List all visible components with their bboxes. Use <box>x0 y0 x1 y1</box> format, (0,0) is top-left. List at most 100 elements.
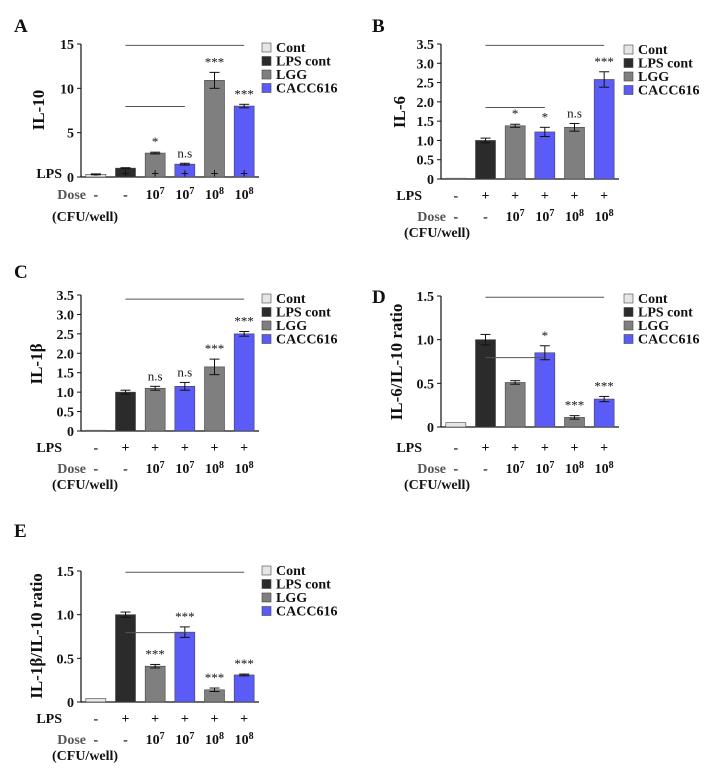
dose-value: 107 <box>146 460 165 477</box>
y-tick-label: 2.5 <box>57 328 75 343</box>
dose-value: - <box>93 733 98 748</box>
legend-label: LPS cont <box>276 306 331 321</box>
lps-value: + <box>151 441 159 456</box>
dose-value: - <box>453 210 458 225</box>
legend-label: CACC616 <box>276 333 337 348</box>
significance-label: n.s <box>177 145 192 160</box>
lps-row-label: LPS <box>396 441 422 456</box>
significance-label: *** <box>205 54 225 69</box>
panel-letter: E <box>14 521 27 542</box>
bar <box>445 177 467 180</box>
significance-label: *** <box>145 646 165 661</box>
y-axis-label: IL-1β <box>27 343 46 384</box>
y-tick-label: 0.5 <box>57 652 75 667</box>
legend-label: Cont <box>276 41 306 56</box>
lps-value: + <box>240 167 248 182</box>
dose-value: 107 <box>175 186 194 203</box>
lps-value: + <box>122 441 130 456</box>
dose-value: 107 <box>175 460 194 477</box>
lps-row-label: LPS <box>36 441 62 456</box>
significance-label: *** <box>234 86 254 101</box>
y-tick-label: 1.5 <box>417 290 435 305</box>
y-tick-label: 0 <box>67 171 74 186</box>
dose-value: 107 <box>146 731 165 748</box>
bar <box>174 631 196 703</box>
bar <box>204 80 225 178</box>
y-tick-label: 2.5 <box>417 77 435 92</box>
dose-value: 107 <box>506 208 525 225</box>
legend-label: CACC616 <box>276 82 337 97</box>
panel-B: BIL-600.51.01.52.02.53.03.5* * n.s***ContL… <box>372 16 699 241</box>
legend-label: Cont <box>276 292 306 307</box>
bar <box>233 333 255 432</box>
dose-value: 108 <box>205 731 224 748</box>
y-tick-label: 0.5 <box>417 154 435 169</box>
unit-label: (CFU/well) <box>52 210 118 225</box>
significance-label: n.s <box>567 105 582 120</box>
y-tick-label: 0.5 <box>417 377 435 392</box>
legend-label: CACC616 <box>638 333 699 348</box>
lps-value: + <box>211 441 219 456</box>
dose-row-label: Dose <box>417 462 446 477</box>
y-tick-label: 1.0 <box>57 609 75 624</box>
lps-value: + <box>482 441 490 456</box>
lps-value: + <box>181 712 189 727</box>
dose-value: - <box>123 188 128 203</box>
lps-value: + <box>511 441 519 456</box>
dose-value: - <box>483 210 488 225</box>
legend-label: LGG <box>276 68 307 83</box>
lps-value: + <box>511 189 519 204</box>
legend-label: LPS cont <box>276 55 331 70</box>
legend-label: LGG <box>638 70 669 85</box>
significance-label: * <box>542 328 549 343</box>
bar <box>445 422 467 428</box>
legend-swatch <box>261 69 272 80</box>
significance-label: * <box>542 109 549 124</box>
lps-row-label: LPS <box>396 189 422 204</box>
bar <box>144 665 166 703</box>
lps-value: + <box>541 189 549 204</box>
significance-label: n.s <box>177 364 192 379</box>
significance-label: *** <box>234 314 254 329</box>
y-axis-label: IL-10 <box>29 90 48 131</box>
lps-value: + <box>181 441 189 456</box>
y-tick-label: 1.0 <box>57 386 75 401</box>
bar <box>534 131 556 180</box>
y-tick-label: 15 <box>60 38 74 53</box>
bar <box>504 382 526 428</box>
y-tick-label: 0 <box>67 425 74 440</box>
y-tick-label: 3.5 <box>417 38 435 53</box>
dose-value: 108 <box>595 460 614 477</box>
lps-value: + <box>181 167 189 182</box>
bar <box>564 127 585 180</box>
lps-value: + <box>600 441 608 456</box>
y-axis-label: IL-1β/IL-10 ratio <box>27 573 46 699</box>
lps-row-label: LPS <box>36 167 62 182</box>
bar <box>504 125 526 180</box>
y-tick-label: 0 <box>427 173 434 188</box>
dose-value: 107 <box>506 460 525 477</box>
lps-value: + <box>151 712 159 727</box>
unit-label: (CFU/well) <box>404 226 470 241</box>
legend-swatch <box>261 334 272 344</box>
bar <box>204 366 225 432</box>
panel-D: DIL-6/IL-10 ratio00.51.01.5*******ContLP… <box>372 287 699 493</box>
dose-value: 108 <box>205 186 224 203</box>
legend-label: CACC616 <box>638 84 699 99</box>
bar <box>144 387 166 432</box>
legend-label: LGG <box>638 319 669 334</box>
lps-value: + <box>600 189 608 204</box>
y-tick-label: 1.5 <box>57 565 75 580</box>
dose-value: 107 <box>535 460 554 477</box>
dose-value: 108 <box>235 460 254 477</box>
dose-value: 108 <box>565 460 584 477</box>
y-tick-label: 1.5 <box>417 115 435 130</box>
significance-label: *** <box>205 341 225 356</box>
significance-label: n.s <box>148 368 163 383</box>
legend-swatch <box>623 85 634 95</box>
lps-value: + <box>482 189 490 204</box>
y-tick-label: 10 <box>60 82 74 97</box>
legend-swatch <box>261 42 272 53</box>
dose-row-label: Dose <box>57 188 86 203</box>
